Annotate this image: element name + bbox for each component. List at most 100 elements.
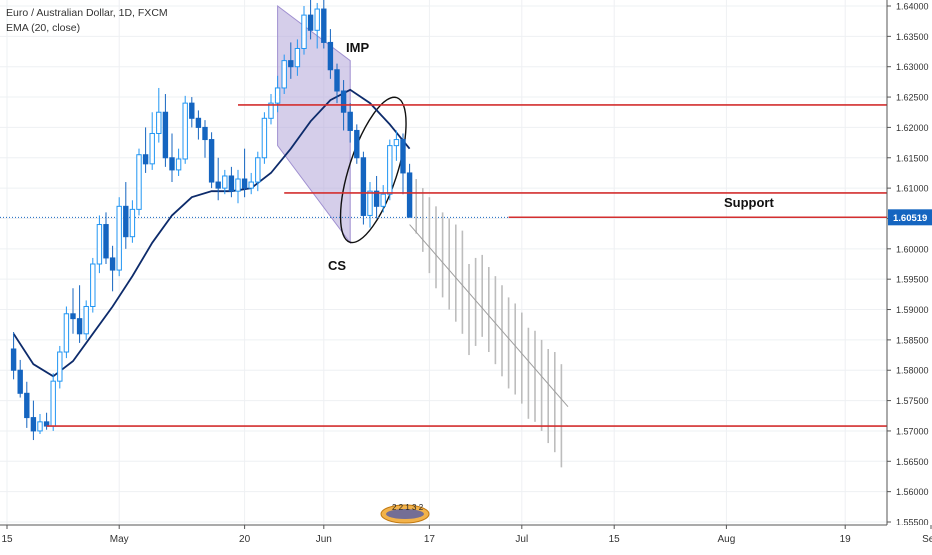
candle-up [63, 313, 70, 353]
time-axis[interactable]: 15May20Jun17Jul15Aug19Sep16Oct15Nov [0, 524, 932, 550]
price-axis-bg [887, 0, 932, 550]
symbol-title[interactable]: Euro / Australian Dollar, 1D, FXCM [6, 7, 168, 19]
cs-ellipse [339, 96, 407, 244]
candle-down [17, 369, 23, 394]
candle-up [83, 305, 89, 335]
candle-down [354, 129, 360, 159]
candle-up [255, 157, 261, 183]
price-tick-label: 1.63500 [896, 32, 929, 42]
indicator-title[interactable]: EMA (20, close) [6, 22, 81, 34]
candle-down [373, 190, 380, 207]
price-tick-label: 1.61500 [896, 153, 929, 163]
candle-down [208, 139, 215, 183]
time-tick-label: 19 [840, 534, 852, 545]
candle-up [314, 8, 320, 31]
candle-down [70, 313, 76, 320]
time-tick-label: 17 [424, 534, 436, 545]
price-tick-label: 1.63000 [896, 62, 929, 72]
candle-up [116, 205, 122, 271]
candle-down [142, 154, 149, 165]
candle-up [96, 224, 103, 265]
watermark-digits: 2 2 1 3 2 [392, 503, 424, 512]
candle-up [281, 60, 287, 89]
watermark-inner [386, 509, 424, 519]
candle-down [76, 318, 83, 335]
candle-up [387, 145, 393, 195]
price-tick-label: 1.57000 [896, 426, 929, 436]
time-tick-label: 20 [239, 534, 251, 545]
candle-down [162, 111, 169, 159]
price-tick-label: 1.56500 [896, 457, 929, 467]
candle-up [268, 102, 274, 119]
watermark-logo: 2 2 1 3 2 [380, 503, 430, 524]
time-tick-label: 15 [1, 534, 13, 545]
candle-up [182, 102, 188, 160]
level-lines[interactable] [46, 104, 887, 427]
price-tick-label: 1.61000 [896, 184, 929, 194]
price-badge [888, 209, 932, 226]
candle-up [156, 111, 162, 134]
candle-up [37, 421, 43, 432]
candle-up [222, 175, 228, 189]
candle-down [241, 178, 248, 189]
candle-down [360, 157, 367, 216]
candle-up [393, 139, 400, 147]
candle-up [274, 87, 281, 104]
candle-up [149, 132, 155, 165]
candle-down [30, 417, 37, 432]
candle-down [215, 181, 221, 189]
plot-background [0, 0, 887, 525]
price-tick-label: 1.62500 [896, 93, 929, 103]
price-tick-label: 1.57500 [896, 396, 929, 406]
annotations: IMP CS Support 2 2 1 3 2 [328, 40, 774, 524]
candle-down [400, 139, 406, 174]
candle-up [90, 263, 96, 307]
candle-down [109, 257, 116, 271]
price-axis[interactable]: 1.64000 1.63500 1.63000 1.62500 1.62000 1.615… [886, 0, 932, 550]
price-tick-label: 1.59000 [896, 305, 929, 315]
price-tick-label: 1.56000 [896, 487, 929, 497]
candle-up [261, 117, 268, 159]
time-tick-label: Jul [515, 534, 528, 545]
time-axis-bg [0, 525, 932, 550]
candle-up [301, 14, 307, 49]
time-tick-label: Sep [922, 534, 932, 545]
price-tick-label: 1.55500 [896, 518, 929, 528]
time-tick-label: Jun [316, 534, 332, 545]
candle-up [235, 178, 241, 192]
support-label: Support [724, 195, 774, 210]
imp-label: IMP [346, 40, 369, 55]
candle-down [321, 8, 327, 43]
candle-down [340, 90, 347, 113]
candle-down [327, 41, 334, 71]
candle-down [123, 205, 129, 238]
cs-label: CS [328, 258, 346, 273]
candle-up [294, 47, 301, 68]
candle-up [380, 193, 386, 207]
price-tick-label: 1.59500 [896, 275, 929, 285]
candle-down [10, 348, 17, 371]
candle-up [248, 181, 254, 189]
price-badge-label: 1.60519 [893, 213, 927, 224]
candle-down [202, 126, 208, 141]
candle-up [136, 154, 142, 210]
candle-down [347, 111, 353, 131]
chart-legend: Euro / Australian Dollar, 1D, FXCM EMA (… [6, 6, 168, 36]
time-tick-label: Aug [718, 534, 736, 545]
candle-down [24, 392, 30, 419]
price-tick-label: 1.62000 [896, 123, 929, 133]
projection-bars [409, 179, 569, 468]
candle-down [406, 172, 413, 218]
candle-up [175, 158, 182, 171]
candle-down [169, 157, 175, 171]
candle-down [195, 117, 202, 128]
candle-down [189, 102, 195, 119]
price-tick-label: 1.58000 [896, 366, 929, 376]
candle-down [103, 224, 109, 259]
candle-down [288, 60, 294, 68]
time-tick-label: 15 [609, 534, 621, 545]
projection-trendline [409, 224, 569, 407]
candle-up [367, 190, 373, 216]
